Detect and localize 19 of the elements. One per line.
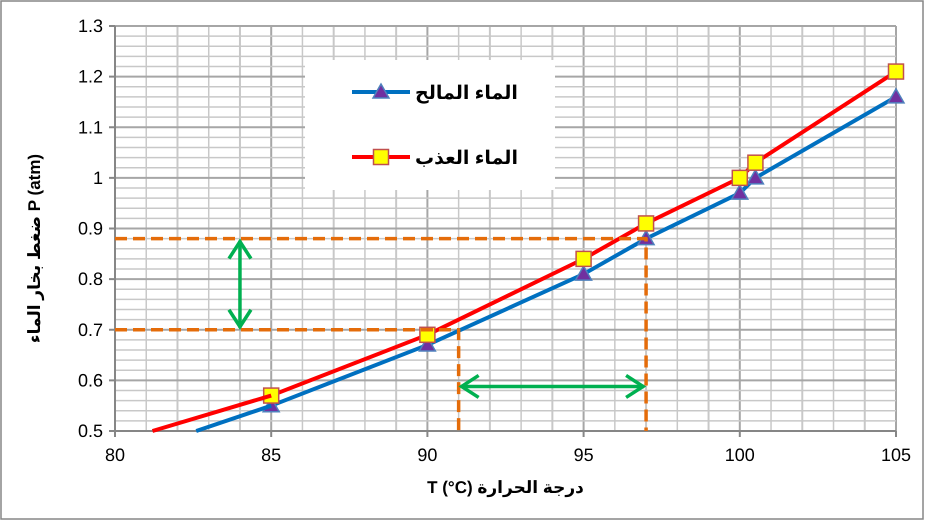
y-tick-label: 0.7 <box>78 320 103 340</box>
y-tick-label: 1 <box>92 168 103 188</box>
legend-label: الماء العذب <box>415 148 518 169</box>
x-tick-label: 100 <box>724 445 755 465</box>
y-tick-label: 0.9 <box>78 218 103 238</box>
x-tick-label: 80 <box>104 445 126 465</box>
x-axis-title: درجة الحرارة T (°C) <box>427 478 584 498</box>
x-tick-label: 95 <box>574 445 594 465</box>
x-tick-label: 85 <box>261 445 282 465</box>
y-axis-title: P (atm) ضغط بخار الماء <box>25 154 45 344</box>
y-tick-label: 0.6 <box>78 370 103 390</box>
y-tick-label: 1.2 <box>78 66 103 87</box>
x-tick-label: 105 <box>880 445 912 465</box>
legend-label: الماء المالح <box>415 83 518 104</box>
y-tick-label: 1.1 <box>78 117 103 138</box>
y-tick-label: 1.3 <box>78 16 103 36</box>
y-tick-label: 0.5 <box>78 421 103 441</box>
y-tick-label: 0.8 <box>78 269 103 290</box>
x-tick-label: 90 <box>417 445 438 465</box>
